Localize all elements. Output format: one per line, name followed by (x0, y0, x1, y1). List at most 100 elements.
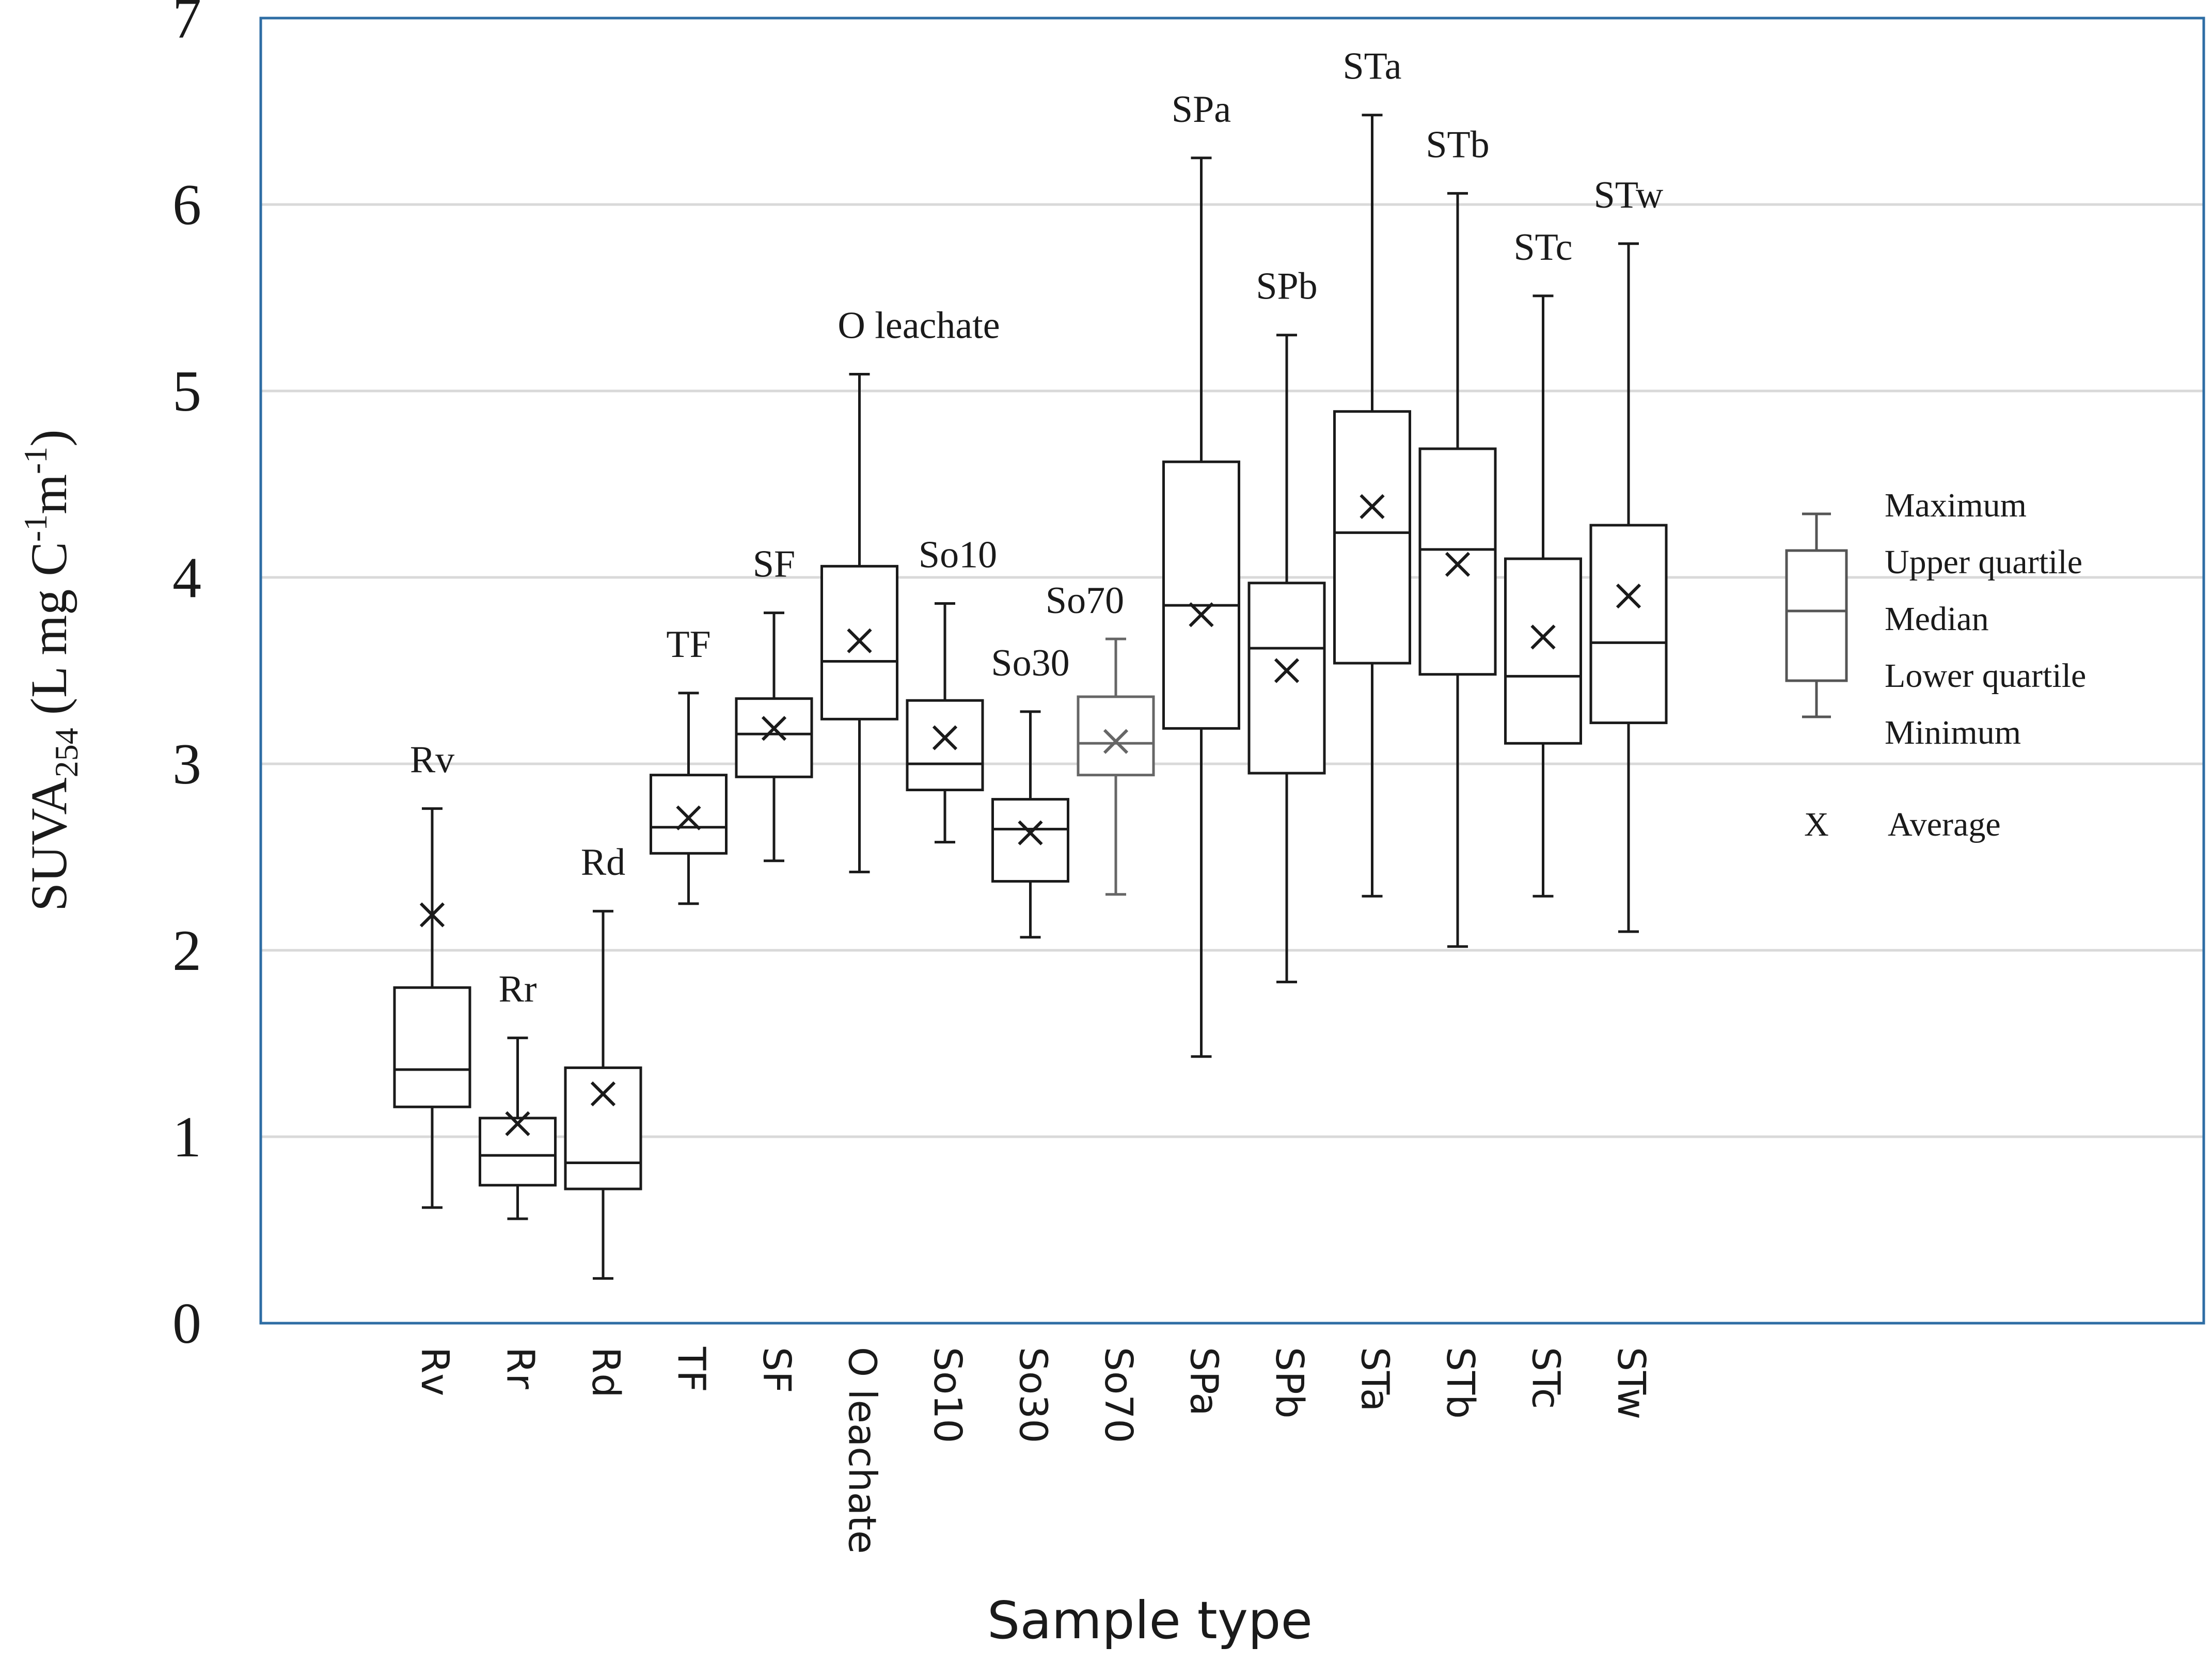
box-iqr-so70 (1077, 695, 1155, 777)
x-tick-label-so10: So10 (925, 1347, 970, 1443)
y-axis-tick-labels: 0 1 2 3 4 5 6 7 (172, 0, 201, 1356)
box-label-rr: Rr (499, 968, 537, 1011)
box-group-rd: Rd (564, 841, 642, 1280)
y-tick-label-0: 0 (172, 1292, 201, 1356)
gridlines (261, 203, 2204, 1138)
mean-marker-b-stb (1445, 552, 1471, 577)
box-label-rv: Rv (410, 739, 454, 781)
box-group-rv: Rv (393, 739, 471, 1209)
legend-box (1785, 549, 1848, 682)
legend-label-minimum: Minimum (1885, 714, 2021, 751)
box-iqr-sf (735, 697, 813, 778)
box-label-spa: SPa (1172, 88, 1231, 131)
x-tick-label-rr: Rr (498, 1347, 543, 1389)
box-group-tf: TF (650, 623, 728, 905)
y-axis-title: SUVA254 (L mg C-1m-1) (17, 429, 85, 911)
box-label-so30: So30 (991, 642, 1069, 684)
x-axis-title: Sample type (987, 1590, 1313, 1651)
box-iqr-rd (564, 1066, 642, 1190)
box-label-stb: STb (1426, 123, 1489, 166)
box-group-sta: STa (1333, 45, 1411, 898)
mean-marker-b-spb (1274, 658, 1300, 683)
box-iqr-rv (393, 986, 471, 1108)
box-label-sf: SF (753, 543, 795, 586)
mean-marker-b-so10 (932, 725, 958, 750)
box-iqr-stb (1418, 447, 1497, 676)
box-iqr-so10 (906, 699, 984, 792)
box-label-stw: STw (1594, 174, 1664, 216)
y-axis-title-superscript-2: -1 (17, 447, 54, 474)
y-tick-label-2: 2 (172, 919, 201, 983)
box-iqr-stw (1589, 524, 1668, 725)
box-group-so30: So30 (991, 642, 1070, 939)
x-tick-label-spa: SPa (1182, 1347, 1226, 1416)
box-label-spb: SPb (1256, 265, 1317, 308)
mean-marker-b-rd (590, 1081, 616, 1107)
mean-marker-b-rv (419, 902, 445, 928)
box-group-stc: STc (1504, 226, 1582, 898)
y-tick-label-6: 6 (172, 173, 201, 237)
y-axis-title-unit-m: m (20, 474, 77, 514)
box-label-so70: So70 (1046, 579, 1124, 622)
x-tick-label-tf: TF (669, 1346, 714, 1392)
mean-marker-b-sta (1360, 494, 1385, 519)
y-axis-title-subscript: 254 (48, 728, 85, 777)
box-group-so10: So10 (906, 534, 997, 844)
mean-marker-b-rr (505, 1111, 530, 1136)
box-label-tf: TF (666, 623, 710, 666)
box-group-sf: SF (735, 543, 813, 862)
box-group-so70: So70 (1046, 579, 1155, 896)
box-group-rr: Rr (479, 968, 557, 1220)
box-label-o-leachate: O leachate (838, 305, 1000, 347)
x-tick-label-rd: Rd (583, 1347, 628, 1398)
mean-marker-b-o-leachate (847, 628, 872, 653)
box-iqr-spb (1247, 582, 1326, 775)
y-axis-title-unit-open: (L mg C (20, 542, 77, 728)
y-axis-title-main: SUVA (20, 777, 77, 911)
box-iqr-sta (1333, 410, 1411, 665)
box-plots: Rv Rr Rd TF SF O leachate So10 So30 So70 SPa SPb ST… (393, 45, 1668, 1280)
x-tick-label-o-leachate: O leachate (840, 1347, 884, 1554)
y-tick-label-3: 3 (172, 732, 201, 796)
y-axis-title-superscript-1: -1 (17, 514, 54, 542)
box-iqr-rr (479, 1117, 557, 1187)
y-axis-title-unit-close: ) (20, 429, 77, 446)
box-label-so10: So10 (919, 534, 997, 576)
box-iqr-tf (650, 774, 728, 855)
y-tick-label-1: 1 (172, 1105, 201, 1169)
box-label-rd: Rd (581, 841, 625, 884)
box-iqr-so30 (991, 798, 1069, 883)
x-tick-label-stc: STc (1524, 1347, 1568, 1409)
x-tick-label-sf: SF (754, 1347, 799, 1393)
box-group-spb: SPb (1247, 265, 1326, 983)
mean-marker-b-so30 (1018, 820, 1043, 845)
y-tick-label-7: 7 (172, 0, 201, 51)
mean-marker-b-so70 (1103, 729, 1129, 754)
x-tick-label-spb: SPb (1267, 1347, 1312, 1419)
x-axis-tick-labels: Rv Rr Rd TF SF O leachate So10 So30 So70 SPa SPb ST… (413, 1346, 1653, 1554)
box-iqr-spa (1162, 460, 1240, 730)
mean-marker-b-tf (676, 805, 701, 830)
mean-marker-b-stw (1616, 583, 1641, 609)
legend: Maximum Upper quartile Median Lower quar… (1785, 487, 2086, 843)
box-group-o-leachate: O leachate (820, 305, 1000, 873)
box-label-stc: STc (1513, 226, 1572, 269)
mean-marker-b-spa (1189, 602, 1214, 627)
y-tick-label-5: 5 (172, 359, 201, 423)
mean-marker-b-sf (761, 716, 787, 741)
box-iqr-stc (1504, 557, 1582, 745)
plot-area-frame (259, 17, 2205, 1325)
x-tick-label-sta: STa (1353, 1347, 1397, 1411)
box-group-stb: STb (1418, 123, 1497, 948)
box-group-spa: SPa (1162, 88, 1240, 1058)
legend-label-average: Average (1888, 806, 2001, 843)
box-group-stw: STw (1589, 174, 1668, 933)
x-tick-label-rv: Rv (413, 1347, 457, 1396)
x-tick-label-so30: So30 (1011, 1347, 1055, 1443)
y-tick-label-4: 4 (172, 546, 201, 610)
legend-label-maximum: Maximum (1885, 487, 2027, 524)
x-tick-label-stw: STw (1609, 1347, 1653, 1419)
x-tick-label-so70: So70 (1096, 1347, 1141, 1443)
x-tick-label-stb: STb (1438, 1347, 1482, 1419)
